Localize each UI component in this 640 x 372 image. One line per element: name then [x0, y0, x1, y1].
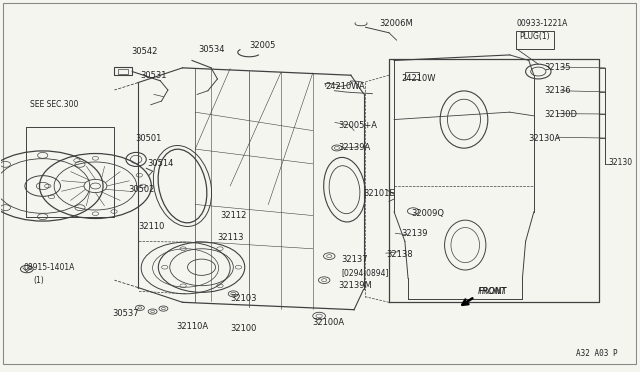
Text: 32100A: 32100A	[313, 318, 345, 327]
Text: 32005: 32005	[249, 41, 276, 50]
Text: 00933-1221A: 00933-1221A	[516, 19, 568, 28]
Text: 32130A: 32130A	[529, 134, 561, 142]
Text: 30542: 30542	[132, 47, 158, 56]
Text: 32100: 32100	[230, 324, 257, 333]
Text: PLUG(1): PLUG(1)	[519, 32, 550, 41]
Text: SEE SEC.300: SEE SEC.300	[30, 100, 78, 109]
Text: 30534: 30534	[198, 45, 225, 54]
Text: 32101E: 32101E	[364, 189, 396, 198]
Text: [0294-0894]: [0294-0894]	[341, 268, 389, 277]
Text: 32110: 32110	[138, 222, 164, 231]
Text: 32138: 32138	[386, 250, 412, 259]
Text: 08915-1401A: 08915-1401A	[24, 263, 75, 272]
Text: FRONT: FRONT	[478, 287, 507, 296]
Text: 32135: 32135	[545, 63, 571, 72]
Text: 32006M: 32006M	[380, 19, 413, 28]
Text: 30502: 30502	[129, 185, 155, 194]
Text: 30531: 30531	[140, 71, 166, 80]
Text: 30537: 30537	[113, 309, 140, 318]
Text: 32009Q: 32009Q	[412, 209, 444, 218]
Text: 32103: 32103	[230, 294, 257, 303]
Text: 32113: 32113	[218, 233, 244, 242]
Text: 32139: 32139	[402, 230, 428, 238]
Text: 30501: 30501	[135, 134, 161, 142]
Text: 32112: 32112	[221, 211, 247, 220]
Text: 30514: 30514	[148, 159, 174, 169]
Text: (1): (1)	[33, 276, 44, 285]
Text: 32130D: 32130D	[545, 109, 578, 119]
Text: 32139M: 32139M	[338, 281, 372, 290]
Text: 32136: 32136	[545, 86, 572, 94]
Text: A32 A03 P: A32 A03 P	[576, 349, 618, 358]
Text: 24210WA: 24210WA	[326, 82, 365, 91]
Text: 32137: 32137	[341, 255, 368, 264]
Text: 32130: 32130	[608, 157, 632, 167]
Text: 24210W: 24210W	[402, 74, 436, 83]
Text: FRONT: FRONT	[478, 287, 507, 296]
Text: 32110A: 32110A	[176, 322, 208, 331]
Text: 32139A: 32139A	[338, 143, 371, 152]
Text: 32005+A: 32005+A	[338, 121, 377, 129]
